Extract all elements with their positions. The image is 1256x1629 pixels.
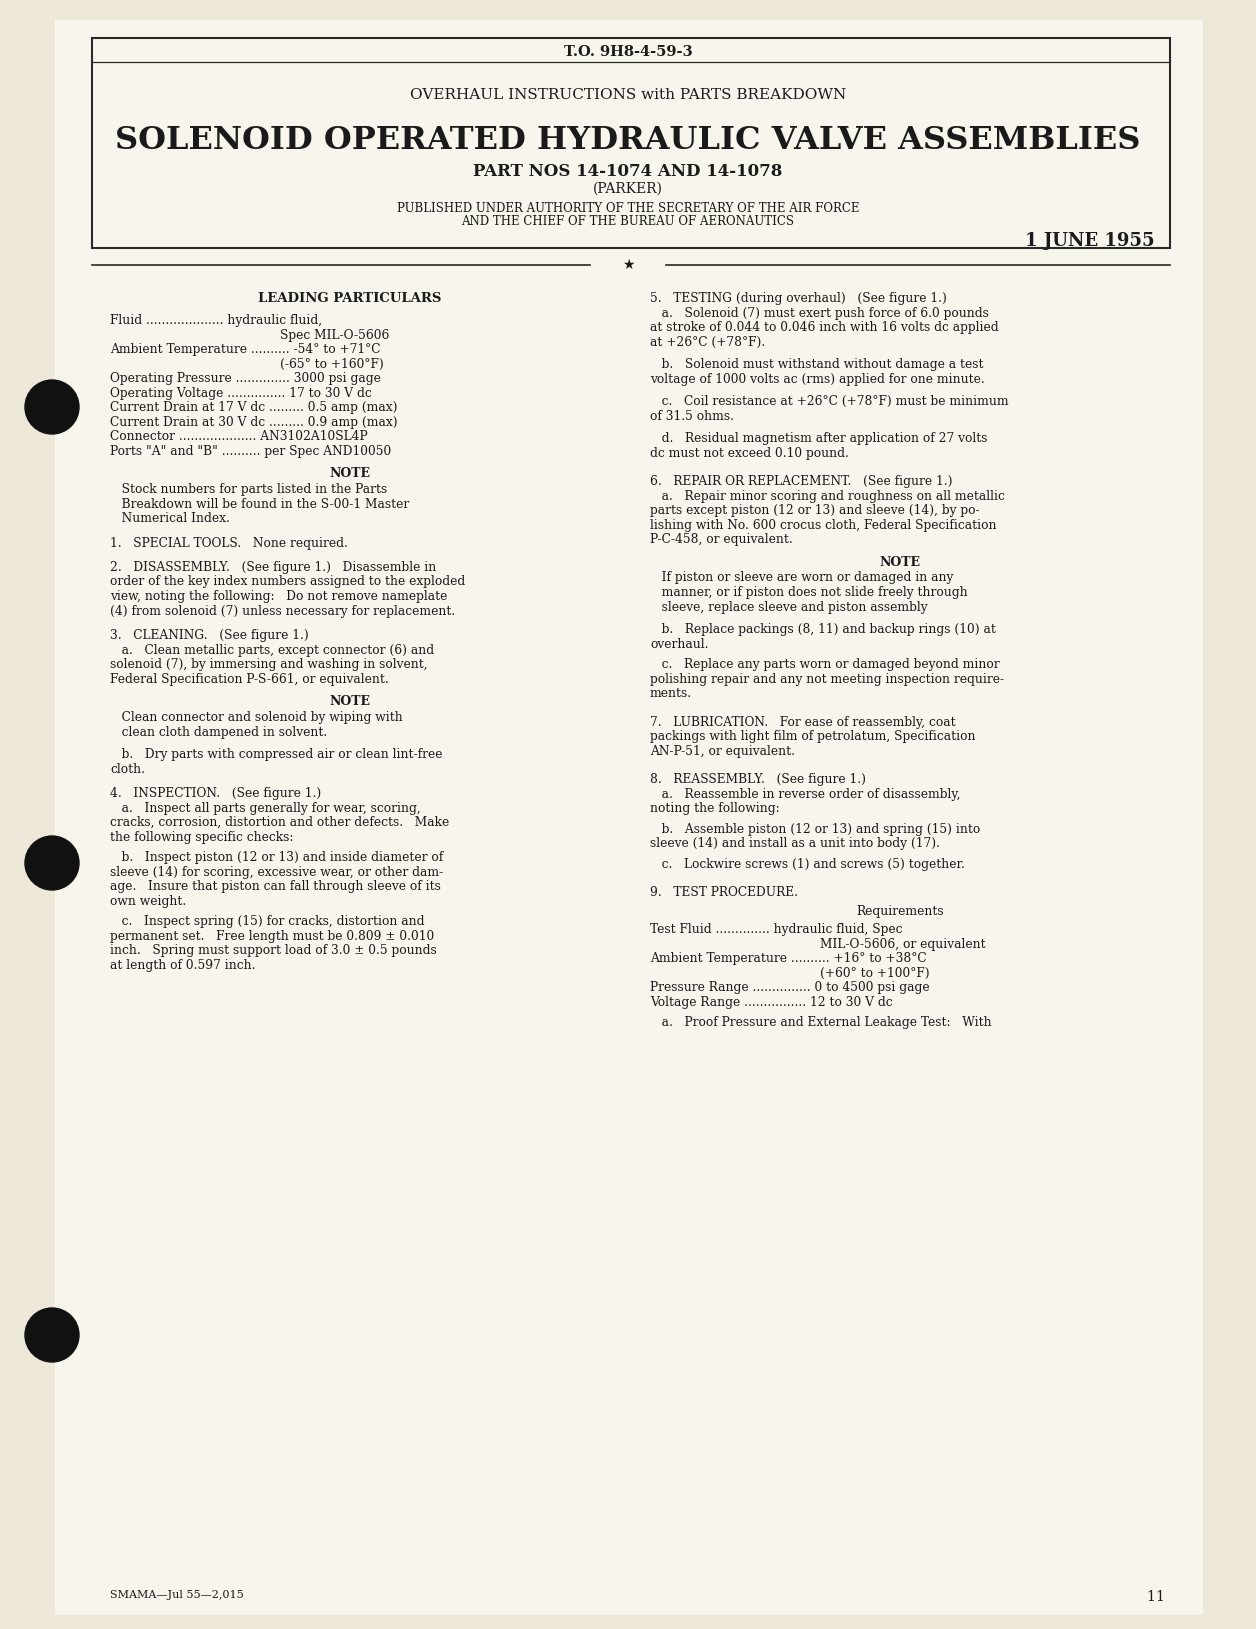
Text: b.   Assemble piston (12 or 13) and spring (15) into: b. Assemble piston (12 or 13) and spring… <box>651 823 980 836</box>
Text: a.   Proof Pressure and External Leakage Test:   With: a. Proof Pressure and External Leakage T… <box>651 1016 992 1030</box>
Text: sleeve (14) for scoring, excessive wear, or other dam-: sleeve (14) for scoring, excessive wear,… <box>111 865 443 878</box>
Text: Ports "A" and "B" .......... per Spec AND10050: Ports "A" and "B" .......... per Spec AN… <box>111 445 392 458</box>
Text: cloth.: cloth. <box>111 762 144 775</box>
Text: manner, or if piston does not slide freely through: manner, or if piston does not slide free… <box>651 586 967 599</box>
Text: Current Drain at 17 V dc ......... 0.5 amp (max): Current Drain at 17 V dc ......... 0.5 a… <box>111 401 397 414</box>
Text: 9.   TEST PROCEDURE.: 9. TEST PROCEDURE. <box>651 886 798 899</box>
Text: Current Drain at 30 V dc ......... 0.9 amp (max): Current Drain at 30 V dc ......... 0.9 a… <box>111 415 398 428</box>
Text: overhaul.: overhaul. <box>651 637 708 650</box>
Text: age.   Insure that piston can fall through sleeve of its: age. Insure that piston can fall through… <box>111 880 441 893</box>
Text: c.   Lockwire screws (1) and screws (5) together.: c. Lockwire screws (1) and screws (5) to… <box>651 857 965 870</box>
Text: inch.   Spring must support load of 3.0 ± 0.5 pounds: inch. Spring must support load of 3.0 ± … <box>111 943 437 956</box>
Text: c.   Inspect spring (15) for cracks, distortion and: c. Inspect spring (15) for cracks, disto… <box>111 915 425 929</box>
Text: c.   Coil resistance at +26°C (+78°F) must be minimum: c. Coil resistance at +26°C (+78°F) must… <box>651 394 1009 407</box>
Text: Pressure Range ............... 0 to 4500 psi gage: Pressure Range ............... 0 to 4500… <box>651 981 929 994</box>
Text: 2.   DISASSEMBLY.   (See figure 1.)   Disassemble in: 2. DISASSEMBLY. (See figure 1.) Disassem… <box>111 560 436 573</box>
Text: OVERHAUL INSTRUCTIONS with PARTS BREAKDOWN: OVERHAUL INSTRUCTIONS with PARTS BREAKDO… <box>409 88 847 103</box>
Text: a.   Inspect all parts generally for wear, scoring,: a. Inspect all parts generally for wear,… <box>111 801 421 814</box>
Text: Ambient Temperature .......... +16° to +38°C: Ambient Temperature .......... +16° to +… <box>651 951 927 964</box>
Text: b.   Solenoid must withstand without damage a test: b. Solenoid must withstand without damag… <box>651 358 983 371</box>
Text: PUBLISHED UNDER AUTHORITY OF THE SECRETARY OF THE AIR FORCE: PUBLISHED UNDER AUTHORITY OF THE SECRETA… <box>397 202 859 215</box>
Text: parts except piston (12 or 13) and sleeve (14), by po-: parts except piston (12 or 13) and sleev… <box>651 503 980 516</box>
Text: Spec MIL-O-5606: Spec MIL-O-5606 <box>280 329 389 342</box>
Text: Connector .................... AN3102A10SL4P: Connector .................... AN3102A10… <box>111 430 368 443</box>
Text: permanent set.   Free length must be 0.809 ± 0.010: permanent set. Free length must be 0.809… <box>111 930 435 943</box>
Text: sleeve, replace sleeve and piston assembly: sleeve, replace sleeve and piston assemb… <box>651 601 928 614</box>
Text: Numerical Index.: Numerical Index. <box>111 512 230 525</box>
Text: AN-P-51, or equivalent.: AN-P-51, or equivalent. <box>651 744 795 757</box>
Circle shape <box>25 836 79 889</box>
Text: clean cloth dampened in solvent.: clean cloth dampened in solvent. <box>111 725 328 738</box>
Text: Ambient Temperature .......... -54° to +71°C: Ambient Temperature .......... -54° to +… <box>111 344 381 357</box>
Text: Federal Specification P-S-661, or equivalent.: Federal Specification P-S-661, or equiva… <box>111 673 389 686</box>
Text: the following specific checks:: the following specific checks: <box>111 831 294 844</box>
Text: (+60° to +100°F): (+60° to +100°F) <box>820 966 929 979</box>
Text: Test Fluid .............. hydraulic fluid, Spec: Test Fluid .............. hydraulic flui… <box>651 924 903 937</box>
Text: 1.   SPECIAL TOOLS.   None required.: 1. SPECIAL TOOLS. None required. <box>111 536 348 549</box>
Text: a.   Solenoid (7) must exert push force of 6.0 pounds: a. Solenoid (7) must exert push force of… <box>651 306 988 319</box>
Text: SMAMA—Jul 55—2,015: SMAMA—Jul 55—2,015 <box>111 1590 244 1600</box>
Text: at +26°C (+78°F).: at +26°C (+78°F). <box>651 336 765 349</box>
Text: d.   Residual magnetism after application of 27 volts: d. Residual magnetism after application … <box>651 432 987 445</box>
Text: at length of 0.597 inch.: at length of 0.597 inch. <box>111 958 255 971</box>
Text: MIL-O-5606, or equivalent: MIL-O-5606, or equivalent <box>820 938 986 950</box>
Text: Stock numbers for parts listed in the Parts: Stock numbers for parts listed in the Pa… <box>111 484 387 495</box>
Text: noting the following:: noting the following: <box>651 801 780 814</box>
Text: NOTE: NOTE <box>879 555 921 569</box>
Text: 1 JUNE 1955: 1 JUNE 1955 <box>1025 231 1156 249</box>
Text: voltage of 1000 volts ac (rms) applied for one minute.: voltage of 1000 volts ac (rms) applied f… <box>651 373 985 386</box>
Text: (4) from solenoid (7) unless necessary for replacement.: (4) from solenoid (7) unless necessary f… <box>111 604 455 617</box>
Text: order of the key index numbers assigned to the exploded: order of the key index numbers assigned … <box>111 575 465 588</box>
Text: c.   Replace any parts worn or damaged beyond minor: c. Replace any parts worn or damaged bey… <box>651 658 1000 671</box>
Text: T.O. 9H8-4-59-3: T.O. 9H8-4-59-3 <box>564 46 692 59</box>
Text: 4.   INSPECTION.   (See figure 1.): 4. INSPECTION. (See figure 1.) <box>111 787 322 800</box>
Text: 8.   REASSEMBLY.   (See figure 1.): 8. REASSEMBLY. (See figure 1.) <box>651 774 865 787</box>
Text: 1: 1 <box>1156 1590 1164 1605</box>
Circle shape <box>25 1308 79 1362</box>
Text: NOTE: NOTE <box>329 468 371 481</box>
Text: 6.   REPAIR OR REPLACEMENT.   (See figure 1.): 6. REPAIR OR REPLACEMENT. (See figure 1.… <box>651 476 952 489</box>
Text: a.   Repair minor scoring and roughness on all metallic: a. Repair minor scoring and roughness on… <box>651 489 1005 502</box>
Text: b.   Inspect piston (12 or 13) and inside diameter of: b. Inspect piston (12 or 13) and inside … <box>111 850 443 863</box>
Text: PART NOS 14-1074 AND 14-1078: PART NOS 14-1074 AND 14-1078 <box>474 163 782 179</box>
Text: at stroke of 0.044 to 0.046 inch with 16 volts dc applied: at stroke of 0.044 to 0.046 inch with 16… <box>651 321 999 334</box>
Text: SOLENOID OPERATED HYDRAULIC VALVE ASSEMBLIES: SOLENOID OPERATED HYDRAULIC VALVE ASSEMB… <box>116 125 1140 156</box>
Text: b.   Dry parts with compressed air or clean lint-free: b. Dry parts with compressed air or clea… <box>111 748 442 761</box>
Text: b.   Replace packings (8, 11) and backup rings (10) at: b. Replace packings (8, 11) and backup r… <box>651 622 996 635</box>
Text: packings with light film of petrolatum, Specification: packings with light film of petrolatum, … <box>651 730 976 743</box>
Text: P-C-458, or equivalent.: P-C-458, or equivalent. <box>651 533 793 546</box>
Text: Voltage Range ................ 12 to 30 V dc: Voltage Range ................ 12 to 30 … <box>651 995 893 1008</box>
Text: own weight.: own weight. <box>111 894 186 907</box>
Text: a.   Reassemble in reverse order of disassembly,: a. Reassemble in reverse order of disass… <box>651 787 961 800</box>
Text: ★: ★ <box>622 257 634 272</box>
Text: 1: 1 <box>1147 1590 1156 1605</box>
Text: sleeve (14) and install as a unit into body (17).: sleeve (14) and install as a unit into b… <box>651 837 939 850</box>
Text: NOTE: NOTE <box>329 696 371 709</box>
Bar <box>92 37 1171 248</box>
Text: 7.   LUBRICATION.   For ease of reassembly, coat: 7. LUBRICATION. For ease of reassembly, … <box>651 715 956 728</box>
Text: dc must not exceed 0.10 pound.: dc must not exceed 0.10 pound. <box>651 446 849 459</box>
Text: solenoid (7), by immersing and washing in solvent,: solenoid (7), by immersing and washing i… <box>111 658 427 671</box>
Text: Operating Pressure .............. 3000 psi gage: Operating Pressure .............. 3000 p… <box>111 371 381 384</box>
Text: Operating Voltage ............... 17 to 30 V dc: Operating Voltage ............... 17 to … <box>111 386 372 399</box>
Text: LEADING PARTICULARS: LEADING PARTICULARS <box>259 292 442 305</box>
Text: of 31.5 ohms.: of 31.5 ohms. <box>651 409 734 422</box>
Text: Breakdown will be found in the S-00-1 Master: Breakdown will be found in the S-00-1 Ma… <box>111 497 409 510</box>
Text: 3.   CLEANING.   (See figure 1.): 3. CLEANING. (See figure 1.) <box>111 629 309 642</box>
Text: ments.: ments. <box>651 687 692 700</box>
Text: Fluid .................... hydraulic fluid,: Fluid .................... hydraulic flu… <box>111 314 322 327</box>
Text: AND THE CHIEF OF THE BUREAU OF AERONAUTICS: AND THE CHIEF OF THE BUREAU OF AERONAUTI… <box>461 215 795 228</box>
Text: 5.   TESTING (during overhaul)   (See figure 1.): 5. TESTING (during overhaul) (See figure… <box>651 292 947 305</box>
Text: lishing with No. 600 crocus cloth, Federal Specification: lishing with No. 600 crocus cloth, Feder… <box>651 518 996 531</box>
Circle shape <box>25 380 79 433</box>
Text: Requirements: Requirements <box>857 904 943 917</box>
Text: Clean connector and solenoid by wiping with: Clean connector and solenoid by wiping w… <box>111 710 403 723</box>
Text: (-65° to +160°F): (-65° to +160°F) <box>280 357 384 370</box>
Text: If piston or sleeve are worn or damaged in any: If piston or sleeve are worn or damaged … <box>651 572 953 585</box>
Text: view, noting the following:   Do not remove nameplate: view, noting the following: Do not remov… <box>111 590 447 603</box>
Text: polishing repair and any not meeting inspection require-: polishing repair and any not meeting ins… <box>651 673 1004 686</box>
Text: a.   Clean metallic parts, except connector (6) and: a. Clean metallic parts, except connecto… <box>111 643 435 656</box>
Text: (PARKER): (PARKER) <box>593 182 663 195</box>
Text: cracks, corrosion, distortion and other defects.   Make: cracks, corrosion, distortion and other … <box>111 816 450 829</box>
